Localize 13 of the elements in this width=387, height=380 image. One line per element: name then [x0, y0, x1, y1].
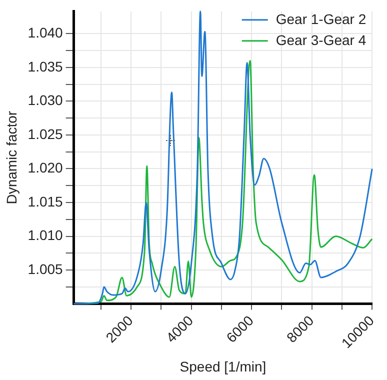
legend-label: Gear 3-Gear 4: [276, 32, 366, 48]
y-tick-label: 1.010: [28, 227, 64, 244]
x-axis-title: Speed [1/min]: [180, 358, 266, 374]
y-tick-label: 1.020: [28, 160, 64, 176]
y-tick-label: 1.035: [28, 58, 64, 74]
line-series: [73, 10, 373, 305]
y-tick-label: 1.030: [28, 92, 64, 108]
legend-label: Gear 1-Gear 2: [276, 10, 366, 27]
y-tick-label: 1.015: [28, 193, 64, 210]
y-tick-label: 1.005: [28, 260, 64, 277]
y-tick-label: 1.025: [28, 126, 64, 142]
y-axis-title: Dynamic factor: [3, 110, 20, 204]
y-tick-label: 1.040: [28, 24, 64, 41]
